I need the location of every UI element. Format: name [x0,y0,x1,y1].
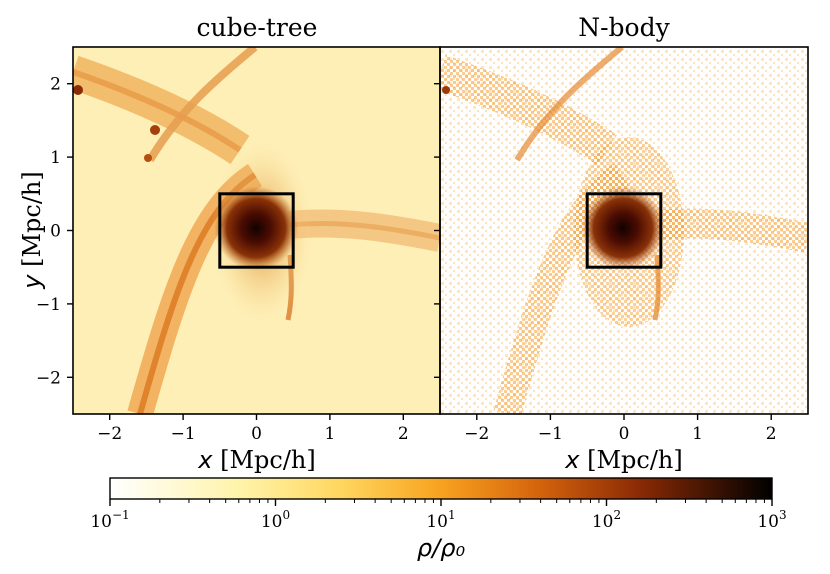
n-body-heatmap [440,47,808,414]
y-tick-label: −1 [36,295,61,315]
x-tick-label: −2 [97,424,122,444]
x-tick-label: −2 [464,424,489,444]
x-tick-label: 1 [692,424,703,444]
colorbar-ticks: 10−1 100 101 102 103 [90,499,787,532]
colorbar-tick-label: 100 [261,508,290,532]
x-tick-label: 1 [324,424,335,444]
colorbar-tick-label: 101 [426,508,455,532]
y-tick-label: 0 [50,222,61,242]
y-tick-label: −2 [36,368,61,388]
right-x-axis-label: x [Mpc/h] [564,446,683,474]
y-tick-label: 2 [50,75,61,95]
x-tick-label: 2 [398,424,409,444]
colorbar [109,477,773,500]
colorbar-label: ρ/ρ₀ [417,534,466,562]
x-tick-label: 0 [619,424,630,444]
cube-tree-heatmap [73,47,440,414]
colorbar-tick-label: 103 [757,508,786,532]
y-tick-label: 1 [50,148,61,168]
x-tick-label: 0 [251,424,262,444]
right-zoom-box [585,192,663,269]
colorbar-tick-label: 10−1 [90,508,129,532]
y-axis-label: y [Mpc/h] [18,171,46,290]
x-tick-label: −1 [171,424,196,444]
axis-ticks: −2 −1 0 1 2 −2 −1 0 1 2 −2 −1 0 1 2 [36,75,777,444]
left-zoom-box [218,192,295,269]
right-panel-title: N-body [578,13,670,42]
left-x-axis-label: x [Mpc/h] [197,446,316,474]
colorbar-tick-label: 102 [592,508,621,532]
x-tick-label: −1 [538,424,563,444]
x-tick-label: 2 [766,424,777,444]
left-panel-title: cube-tree [197,13,318,42]
